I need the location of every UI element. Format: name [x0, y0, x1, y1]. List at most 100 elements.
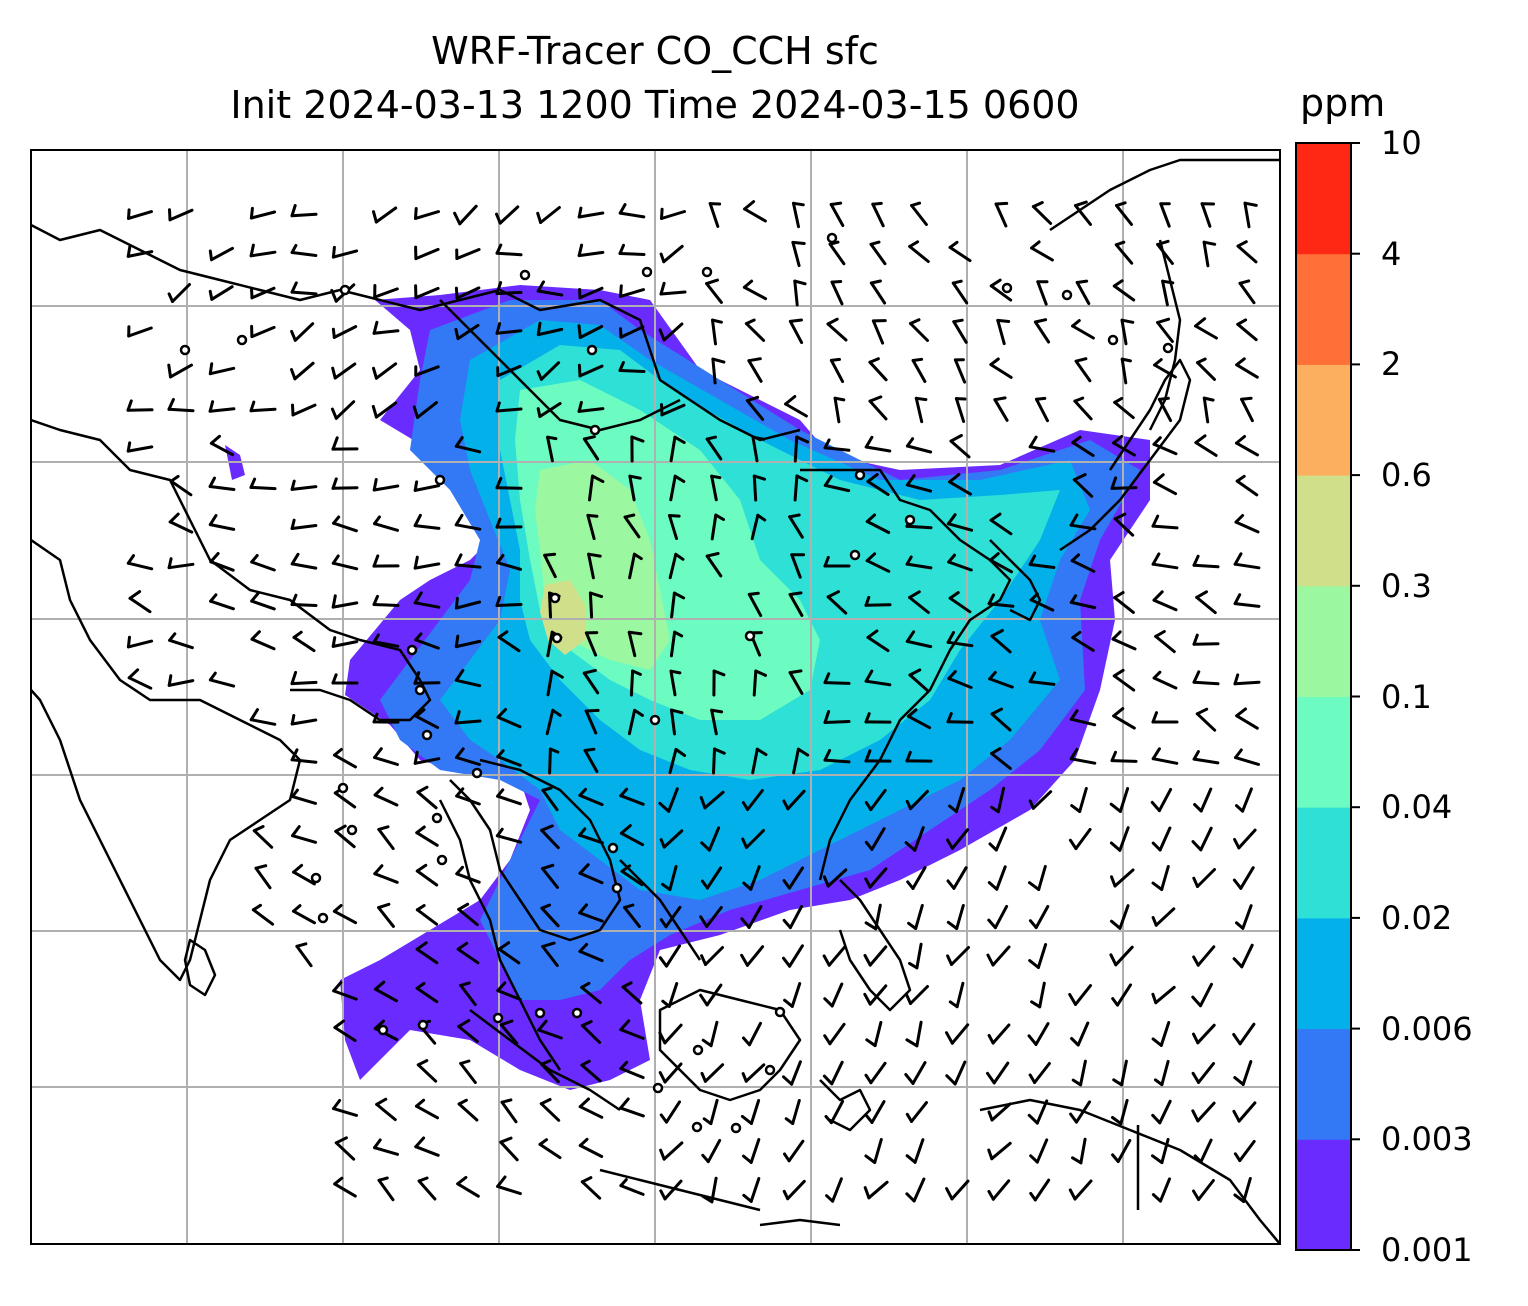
wind-barb — [377, 902, 395, 928]
wind-barb — [1151, 1177, 1171, 1203]
wind-barb — [584, 708, 600, 735]
wind-barb — [905, 1101, 928, 1123]
wind-barb — [167, 283, 191, 303]
wind-barb — [496, 1175, 522, 1196]
wind-barb — [495, 595, 523, 607]
wind-barb — [1151, 1021, 1171, 1047]
wind-barb — [331, 245, 359, 259]
wind-barb — [620, 864, 644, 887]
wind-barb — [1236, 240, 1258, 264]
wind-barb — [946, 513, 974, 532]
wind-barb — [989, 357, 1013, 379]
wind-barb — [414, 245, 440, 261]
wind-barb — [990, 786, 1006, 814]
wind-barb — [169, 474, 193, 497]
wind-barb — [580, 1176, 602, 1200]
wind-barb — [1235, 435, 1259, 457]
wind-barb — [292, 904, 316, 925]
wind-barb — [946, 828, 970, 850]
wind-barb — [1109, 826, 1130, 852]
wind-barb — [751, 747, 768, 775]
wind-barb — [1110, 476, 1138, 490]
wind-barb — [905, 437, 933, 454]
wind-barb — [822, 1060, 844, 1086]
wind-barb — [250, 554, 276, 572]
wind-barb — [618, 361, 646, 373]
wind-barb — [864, 435, 892, 453]
wind-barb — [331, 477, 359, 490]
wind-barb — [1243, 201, 1258, 229]
wind-barb — [659, 829, 684, 849]
wind-barb — [989, 512, 1013, 536]
wind-barb — [496, 708, 522, 729]
wind-barb — [782, 789, 806, 811]
wind-barb — [790, 553, 806, 579]
wind-barb — [578, 942, 604, 963]
wind-barb — [669, 630, 684, 658]
wind-barb — [1235, 787, 1253, 813]
wind-barb — [994, 201, 1009, 228]
wind-barb — [948, 787, 966, 813]
calm-marker — [730, 1122, 742, 1134]
colorbar-swatch — [1296, 475, 1351, 587]
wind-barb — [578, 863, 604, 885]
wind-barb — [454, 286, 481, 300]
wind-barb — [414, 632, 440, 650]
wind-barb — [1202, 396, 1215, 424]
wind-barb — [1028, 1062, 1051, 1084]
colorbar-tick-label: 0.6 — [1381, 456, 1432, 495]
wind-barb — [659, 905, 682, 929]
wind-barb — [741, 789, 764, 811]
wind-barb — [1156, 239, 1174, 265]
wind-barb — [454, 436, 482, 454]
wind-barb — [1033, 318, 1051, 344]
wind-barb — [456, 1175, 480, 1198]
wind-barb — [864, 1138, 883, 1164]
colorbar-swatch — [1296, 585, 1351, 697]
wind-barb — [987, 1023, 1011, 1045]
wind-barb — [1112, 435, 1136, 457]
wind-barb — [126, 554, 154, 571]
wind-barb — [904, 826, 925, 852]
wind-barb — [291, 403, 317, 417]
map-frame — [30, 149, 1281, 1245]
colorbar-tick-label: 0.1 — [1381, 677, 1432, 716]
wind-barb — [455, 248, 481, 260]
calm-marker — [1001, 282, 1013, 294]
wind-barb — [986, 1061, 1010, 1085]
calm-marker — [701, 266, 713, 278]
wind-barb — [946, 946, 970, 966]
coast-russia-east — [1049, 158, 1280, 232]
wind-barb — [1028, 865, 1047, 891]
wind-barb — [866, 629, 890, 653]
wind-barb — [752, 474, 766, 502]
wind-barb — [946, 631, 974, 648]
wind-barb — [168, 512, 194, 534]
wind-barb — [168, 632, 194, 650]
wind-barb — [1194, 317, 1218, 340]
wind-barb — [1232, 943, 1254, 969]
wind-barb — [618, 203, 646, 219]
wind-barb — [1234, 748, 1260, 766]
wind-barb — [1068, 827, 1092, 851]
wind-barb — [628, 474, 642, 502]
wind-barb — [658, 1062, 683, 1084]
wind-barb — [1111, 1098, 1129, 1126]
wind-barb — [864, 712, 892, 724]
colorbar-swatch — [1296, 917, 1351, 1030]
wind-barb — [784, 1099, 801, 1125]
wind-barb — [1233, 552, 1261, 570]
wind-barb — [495, 401, 523, 413]
wind-barb — [334, 1136, 356, 1161]
wind-barb — [208, 476, 236, 491]
wind-barb — [578, 827, 604, 845]
wind-barb — [495, 243, 523, 257]
wind-barb — [823, 672, 851, 685]
wind-barb — [619, 824, 645, 847]
wind-barb — [499, 1136, 519, 1162]
wind-barb — [705, 552, 723, 578]
wind-barb — [371, 401, 398, 419]
wind-barb — [331, 594, 359, 609]
wind-barb — [1028, 905, 1050, 929]
wind-barb — [1036, 280, 1049, 306]
